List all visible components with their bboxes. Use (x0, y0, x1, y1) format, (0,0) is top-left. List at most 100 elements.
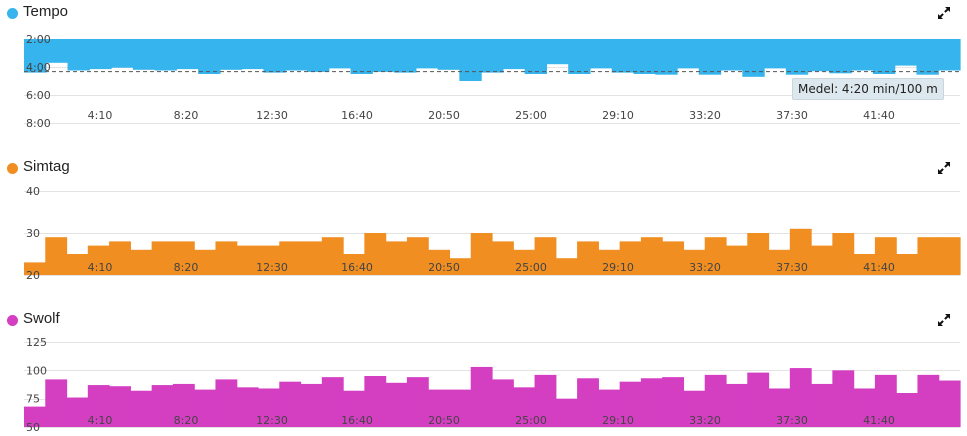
bar (785, 39, 809, 75)
bar (611, 39, 635, 73)
bar (385, 382, 408, 427)
bar (747, 233, 770, 275)
bar (832, 370, 855, 427)
bar (328, 39, 352, 69)
bar (385, 241, 408, 275)
bar (726, 245, 748, 275)
y-tick-label: 100 (26, 364, 47, 377)
x-tick-label: 37:30 (776, 109, 808, 122)
bar (343, 254, 365, 275)
bar (470, 233, 493, 275)
x-tick-label: 41:40 (863, 414, 895, 427)
expand-icon[interactable] (937, 161, 951, 175)
bar (258, 388, 280, 427)
x-tick-label: 4:10 (88, 261, 113, 274)
bar (45, 39, 69, 63)
x-tick-label: 16:40 (341, 109, 373, 122)
x-tick-label: 8:20 (174, 414, 199, 427)
x-tick-label: 25:00 (515, 109, 547, 122)
bar (111, 39, 134, 68)
simtag-chart: Simtag 20 30 40 4:10 8:20 12:30 16:40 20:50 25:0… (0, 155, 967, 285)
bar (568, 39, 591, 74)
bar (109, 241, 131, 275)
bar (916, 39, 939, 75)
swolf-legend-label: Swolf (23, 310, 60, 327)
bar (534, 237, 557, 275)
bar (176, 39, 199, 70)
x-tick-label: 33:20 (689, 414, 721, 427)
bar (470, 366, 493, 427)
x-tick-label: 16:40 (341, 414, 373, 427)
bar (720, 39, 743, 71)
bar (67, 39, 90, 71)
y-tick-label: 50 (26, 421, 40, 434)
bar (764, 39, 787, 69)
swolf-plot: 50 75 100 125 4:10 8:20 12:30 16:40 20:50 25:00 29… (24, 336, 961, 434)
tempo-header: Tempo (0, 0, 967, 24)
tempo-plot: 2:00 4:00 6:00 8:00 4:10 8:20 12:30 16:40 20:50 2… (24, 33, 961, 130)
bar (853, 254, 876, 275)
x-tick-label: 25:00 (515, 414, 547, 427)
bar (524, 39, 548, 74)
bar (896, 254, 919, 275)
bar (577, 241, 599, 275)
bar (662, 377, 685, 427)
expand-icon[interactable] (937, 313, 951, 327)
y-tick-label: 75 (26, 393, 40, 406)
bar (194, 389, 217, 427)
bar (546, 39, 569, 65)
bar (874, 374, 897, 427)
bar (492, 379, 514, 427)
tempo-chart: Tempo 2:00 4:00 6:00 8:00 4:10 8:20 12:30 16:40… (0, 0, 967, 130)
bar (502, 39, 526, 70)
bar (279, 381, 302, 427)
bar (321, 237, 344, 275)
bar (45, 237, 68, 275)
bar (437, 39, 460, 70)
bar (662, 241, 685, 275)
bar (151, 241, 174, 275)
bar (555, 398, 578, 427)
bar (459, 39, 482, 81)
x-tick-label: 20:50 (428, 414, 460, 427)
bar (241, 39, 265, 70)
bar (492, 241, 514, 275)
bar (24, 262, 46, 275)
y-tick-label: 40 (26, 185, 40, 198)
bar (415, 39, 439, 69)
y-tick-label: 6:00 (26, 89, 51, 102)
bar (258, 245, 280, 275)
x-tick-label: 4:10 (88, 109, 113, 122)
swolf-header: Swolf (0, 307, 967, 331)
simtag-plot: 20 30 40 4:10 8:20 12:30 16:40 20:50 25:00 29:10 3… (24, 185, 961, 282)
bar (154, 39, 177, 71)
bar (555, 258, 578, 275)
tempo-legend-label: Tempo (23, 3, 69, 20)
bar (874, 237, 897, 275)
x-tick-label: 12:30 (256, 414, 288, 427)
bar (350, 39, 373, 74)
x-tick-label: 25:00 (515, 261, 547, 274)
bar (577, 378, 599, 427)
swolf-legend-dot (7, 315, 18, 326)
y-tick-label: 125 (26, 336, 47, 349)
bar (598, 389, 621, 427)
x-tick-label: 20:50 (428, 261, 460, 274)
simtag-legend-dot (7, 163, 18, 174)
expand-icon[interactable] (937, 6, 951, 20)
bar (343, 390, 365, 427)
bar (894, 39, 918, 66)
bar (789, 228, 812, 275)
simtag-header: Simtag (0, 155, 967, 179)
bar (768, 249, 791, 275)
bar (811, 383, 833, 427)
bar (683, 249, 706, 275)
bar (619, 381, 642, 427)
bar (394, 39, 417, 73)
bar (449, 258, 472, 275)
bar (938, 237, 961, 275)
bar (198, 39, 221, 74)
simtag-legend-label: Simtag (23, 158, 70, 175)
x-tick-label: 12:30 (256, 261, 288, 274)
bar (428, 389, 451, 427)
